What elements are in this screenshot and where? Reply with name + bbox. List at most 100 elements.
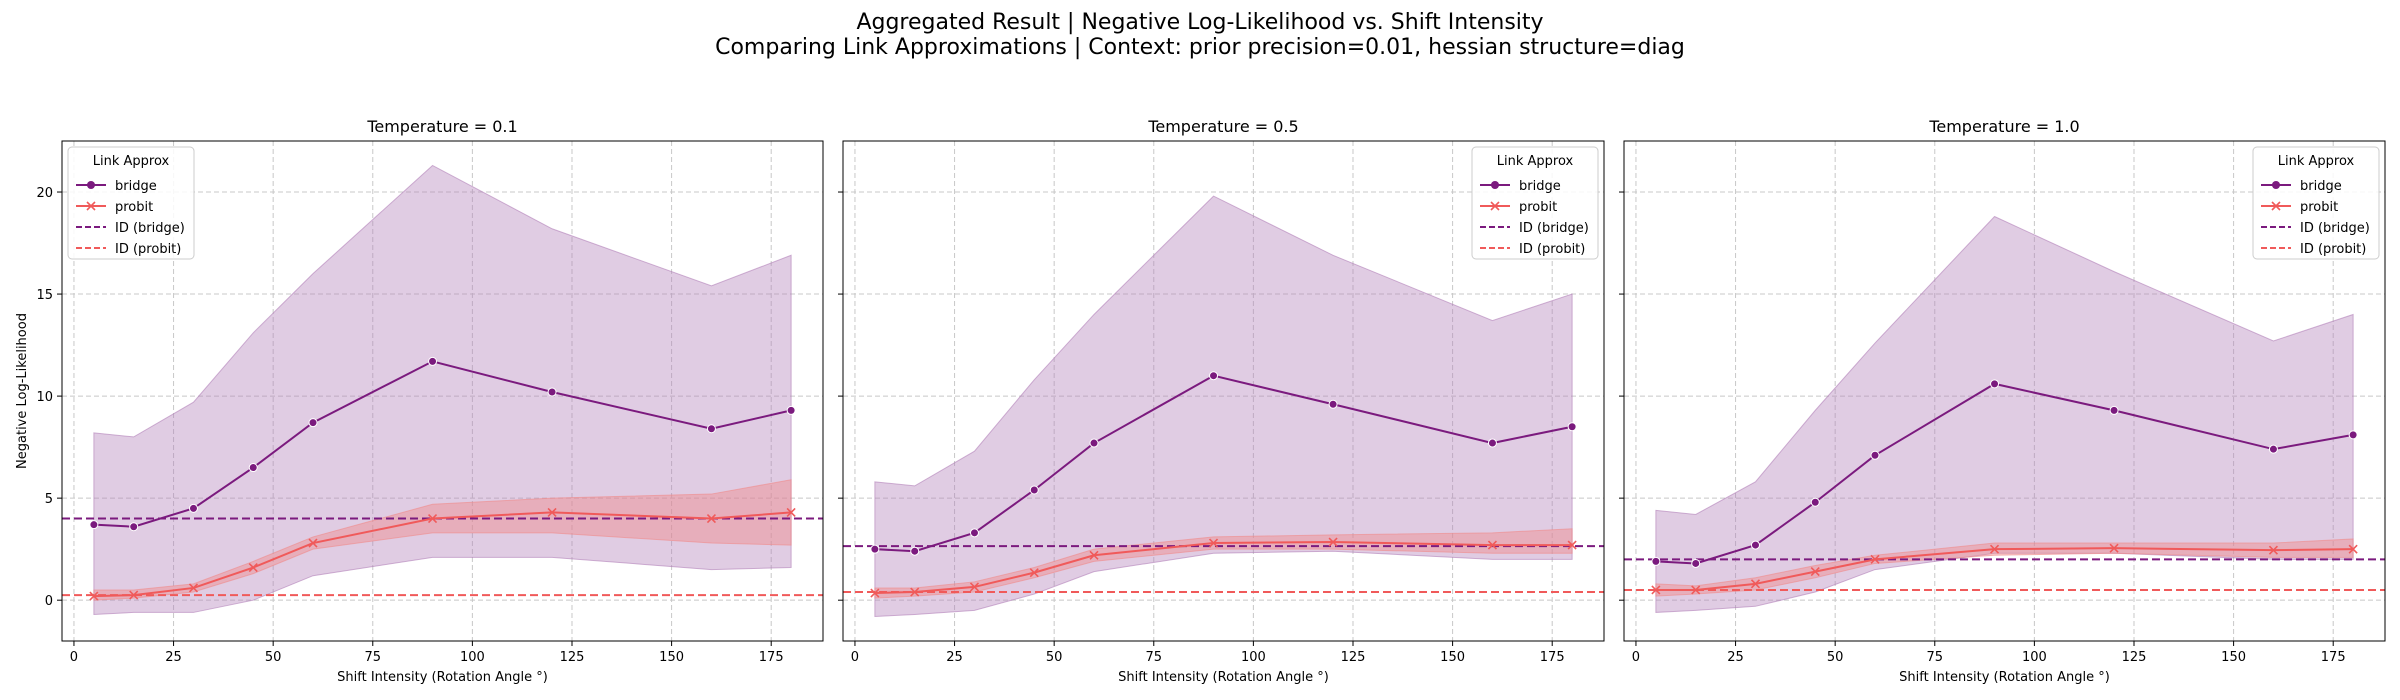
y-tick-label: 20 <box>36 186 53 201</box>
legend-marker <box>86 201 96 211</box>
point-probit <box>129 590 139 600</box>
x-tick-label: 175 <box>2321 650 2346 665</box>
x-tick-label: 100 <box>2022 650 2047 665</box>
point-probit <box>188 583 199 593</box>
legend-marker <box>2272 181 2280 189</box>
x-tick-label: 25 <box>165 650 182 665</box>
point-bridge <box>2268 444 2278 454</box>
panel-title: Temperature = 0.5 <box>1147 117 1298 136</box>
chart-panel-2: 0 25 50 75 100 125 150 175 Temperature = 0.5 Shif… <box>838 117 1605 685</box>
y-tick-label: 0 <box>45 594 53 609</box>
x-tick-label: 75 <box>1146 650 1163 665</box>
band-bridge <box>874 195 1573 618</box>
x-tick-label: 150 <box>659 650 684 665</box>
x-axis-label: Shift Intensity (Rotation Angle °) <box>337 670 548 685</box>
point-bridge <box>428 356 438 366</box>
point-probit <box>1089 550 1099 560</box>
point-probit <box>1328 537 1338 547</box>
y-tick-label: 10 <box>36 390 53 405</box>
legend-marker <box>1490 201 1500 211</box>
x-tick-label: 50 <box>265 650 282 665</box>
x-tick-label: 150 <box>2221 650 2246 665</box>
point-bridge <box>1328 399 1338 409</box>
point-bridge <box>248 463 258 473</box>
point-probit <box>910 587 920 597</box>
point-bridge <box>1209 371 1219 381</box>
point-probit <box>1870 554 1880 564</box>
legend-entry-label: bridge <box>1519 179 1561 194</box>
point-bridge <box>1750 540 1760 550</box>
point-bridge <box>1810 497 1820 507</box>
legend-entry-label: ID (bridge) <box>2300 221 2370 236</box>
point-bridge <box>188 503 198 513</box>
x-tick-label: 50 <box>1827 650 1844 665</box>
x-tick-label: 100 <box>460 650 485 665</box>
legend-entry-label: bridge <box>2300 179 2342 194</box>
chart-panel-1: 0 25 50 75 100 125 150 175 0 5 10 15 20 Temperature =… <box>15 117 824 685</box>
axes-frame <box>61 140 824 642</box>
point-bridge <box>910 546 920 556</box>
x-tick-label: 175 <box>1540 650 1565 665</box>
y-tick-label: 5 <box>45 492 53 507</box>
legend-box <box>67 146 195 260</box>
band-bridge <box>1655 215 2354 613</box>
panel-title: Temperature = 0.1 <box>366 117 517 136</box>
x-tick-label: 50 <box>1046 650 1063 665</box>
point-probit <box>1487 540 1498 550</box>
point-probit <box>2348 544 2358 554</box>
point-probit <box>2268 545 2279 555</box>
point-bridge <box>2348 430 2358 440</box>
x-axis-label: Shift Intensity (Rotation Angle °) <box>1899 670 2110 685</box>
point-bridge <box>1567 422 1577 432</box>
x-tick-label: 150 <box>1440 650 1465 665</box>
legend-entry-label: bridge <box>115 179 157 194</box>
legend-box <box>1471 146 1599 260</box>
figure-title-line-2: Comparing Link Approximations | Context:… <box>715 35 1685 60</box>
chart-panel-3: 0 25 50 75 100 125 150 175 Temperature = 1.0 Shif… <box>1619 117 2386 685</box>
figure-title-line-1: Aggregated Result | Negative Log-Likelih… <box>856 10 1544 35</box>
legend-title: Link Approx <box>2278 154 2355 169</box>
legend-marker <box>2271 201 2281 211</box>
point-probit <box>308 538 318 548</box>
point-bridge <box>870 544 880 554</box>
point-bridge <box>1089 438 1099 448</box>
x-tick-label: 125 <box>560 650 585 665</box>
band-probit <box>1655 538 2354 597</box>
legend: Link Approx bridge probit ID (bridge) ID (pr… <box>2252 146 2380 260</box>
point-bridge <box>786 405 796 415</box>
legend-entry-label: probit <box>2300 200 2338 215</box>
x-tick-label: 75 <box>365 650 382 665</box>
x-tick-label: 100 <box>1241 650 1266 665</box>
point-bridge <box>1651 556 1661 566</box>
point-probit <box>547 507 557 517</box>
band-bridge <box>93 164 792 615</box>
point-bridge <box>1990 379 2000 389</box>
legend-marker <box>1491 181 1499 189</box>
x-tick-label: 25 <box>1727 650 1744 665</box>
x-tick-label: 0 <box>1632 650 1640 665</box>
y-axis-label: Negative Log-Likelihood <box>15 313 30 469</box>
legend: Link Approx bridge probit ID (bridge) ID (pr… <box>1471 146 1599 260</box>
point-probit <box>89 591 99 601</box>
legend-entry-label: ID (probit) <box>2300 242 2366 257</box>
legend-box <box>2252 146 2380 260</box>
legend-entry-label: ID (probit) <box>1519 242 1585 257</box>
legend-title: Link Approx <box>93 154 170 169</box>
x-tick-label: 75 <box>1927 650 1944 665</box>
panel-title: Temperature = 1.0 <box>1928 117 2079 136</box>
point-probit <box>1651 585 1661 595</box>
x-tick-label: 0 <box>851 650 859 665</box>
point-probit <box>1989 544 2000 554</box>
x-tick-label: 125 <box>1341 650 1366 665</box>
point-probit <box>969 582 980 592</box>
point-bridge <box>1870 450 1880 460</box>
point-bridge <box>129 522 139 532</box>
x-tick-label: 0 <box>70 650 78 665</box>
x-tick-label: 125 <box>2122 650 2147 665</box>
point-probit <box>786 507 796 517</box>
legend-entry-label: ID (bridge) <box>1519 221 1589 236</box>
band-probit <box>93 479 792 601</box>
figure-title: Aggregated Result | Negative Log-Likelih… <box>0 10 2400 60</box>
legend-entry-label: ID (bridge) <box>115 221 185 236</box>
